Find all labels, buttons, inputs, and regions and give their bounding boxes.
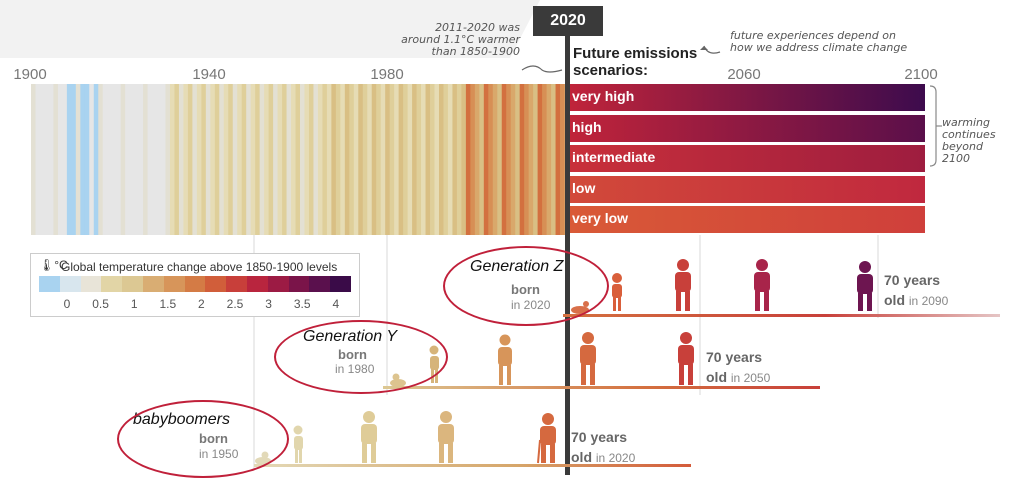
- boomers-age-label: 70 years old in 2020: [571, 427, 635, 468]
- gen-y-age: 70 years: [706, 349, 763, 365]
- year-2020-label: 2020: [533, 6, 603, 36]
- gen-z-age-label: 70 years old in 2090: [884, 270, 948, 311]
- scenario-bar-very-low: very low: [567, 206, 925, 233]
- future-title-line-2: scenarios:: [573, 62, 649, 79]
- historical-warming-stripes: [31, 84, 569, 235]
- scenario-label: low: [572, 179, 596, 196]
- gen-z-old: old: [884, 292, 905, 308]
- boomer-adult-icon: [438, 411, 454, 463]
- note-left-line-1: 2011-2020 was: [435, 21, 520, 34]
- thermometer-icon: 🌡°C: [39, 258, 68, 272]
- gen-z-adult-icon: [754, 259, 770, 311]
- scenario-label: very low: [572, 210, 629, 226]
- legend-tick: 3: [265, 297, 272, 311]
- boomers-age: 70 years: [571, 429, 628, 445]
- year-tick-1940: 1940: [192, 66, 226, 83]
- note-right-line-2: continues: [942, 128, 996, 141]
- legend-tick: 1: [130, 297, 138, 311]
- legend-tick: 0: [63, 297, 71, 311]
- legend-title: Global temperature change above 1850-190…: [61, 260, 338, 274]
- future-scenarios-title: Future emissions scenarios:: [573, 45, 697, 79]
- legend-swatch: [39, 276, 61, 292]
- gen-z-elder-icon: [857, 261, 873, 311]
- note-right-line-4: 2100: [942, 152, 970, 165]
- gen-y-adult-icon: [580, 332, 596, 385]
- future-title-line-1: Future emissions: [573, 45, 698, 62]
- note-left-line-3: than 1850-1900: [431, 45, 520, 58]
- legend-swatch: [80, 276, 102, 292]
- note-future-line-1: future experiences depend on: [730, 29, 896, 42]
- legend-unit: °C: [54, 258, 68, 272]
- legend-tick: 0.5: [92, 297, 109, 311]
- scenario-bar-very-high: very high: [567, 84, 925, 111]
- legend-swatch: [184, 276, 206, 292]
- scenario-label: intermediate: [572, 149, 656, 165]
- boomer-young-adult-icon: [361, 411, 377, 463]
- legend-swatch: [267, 276, 290, 292]
- boomers-old-year: in 2020: [595, 451, 636, 465]
- legend-tick: 1.5: [159, 297, 177, 311]
- legend-swatch: [163, 276, 186, 292]
- year-tick-2100: 2100: [904, 66, 938, 83]
- scenario-label: very high: [572, 88, 635, 104]
- gen-z-child-icon: [612, 273, 622, 311]
- boomer-elder-icon: [537, 413, 556, 464]
- legend-tick: 4: [332, 297, 340, 311]
- legend-swatch: [330, 276, 352, 292]
- boomers-highlight-circle: [117, 400, 289, 478]
- legend-swatch: [226, 276, 248, 292]
- gen-y-old-year: in 2050: [730, 371, 771, 385]
- gen-y-old: old: [706, 369, 727, 385]
- legend-tick: 2: [198, 297, 205, 311]
- legend-swatch: [59, 276, 82, 292]
- boomer-child-icon: [293, 425, 303, 463]
- note-left-line-2: around 1.1°C warmer: [401, 33, 520, 46]
- note-future-line-2: how we address climate change: [730, 41, 908, 54]
- legend-swatch: [288, 276, 310, 292]
- gen-z-young-adult-icon: [675, 259, 691, 311]
- year-tick-1980: 1980: [370, 66, 404, 83]
- legend-tick: 3.5: [293, 297, 311, 311]
- note-right-line-3: beyond: [942, 140, 983, 153]
- gen-z-highlight-circle: [443, 246, 609, 326]
- legend-swatch: [143, 276, 165, 292]
- year-tick-1900: 1900: [13, 66, 47, 83]
- top-tab-shape: [0, 0, 540, 58]
- legend-swatch: [205, 276, 227, 292]
- legend-color-scale: [39, 276, 352, 292]
- year-tick-2060: 2060: [727, 66, 761, 83]
- legend-swatch: [247, 276, 269, 292]
- scenario-label: high: [572, 118, 602, 135]
- gen-z-old-year: in 2090: [908, 294, 949, 308]
- scenario-bar-high: high: [567, 114, 925, 142]
- gen-y-young-adult-icon: [498, 334, 512, 385]
- boomers-old: old: [571, 449, 592, 465]
- legend-swatch: [309, 276, 331, 292]
- legend-swatch: [101, 276, 123, 292]
- legend-tick: 2.5: [226, 297, 244, 311]
- gen-z-age: 70 years: [884, 272, 941, 288]
- scenario-bar-low: low: [567, 175, 925, 203]
- scenario-bar-intermediate: intermediate: [567, 145, 925, 172]
- legend-swatch: [122, 276, 144, 292]
- gen-y-elder-icon: [678, 332, 694, 385]
- gen-y-highlight-circle: [274, 320, 448, 394]
- color-legend: 🌡°C Global temperature change above 1850…: [30, 253, 360, 317]
- note-right-line-1: warming: [942, 116, 990, 129]
- gen-y-age-label: 70 years old in 2050: [706, 347, 770, 388]
